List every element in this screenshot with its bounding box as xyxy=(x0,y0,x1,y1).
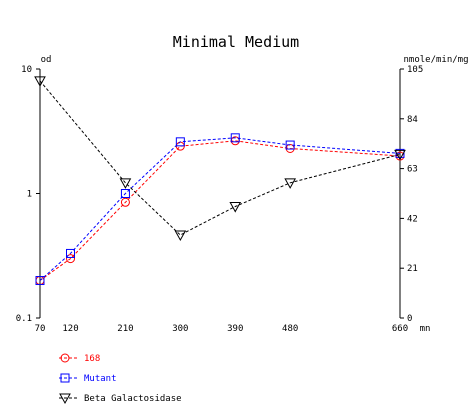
series-line xyxy=(39,137,401,281)
data-point-triangle xyxy=(34,76,46,87)
left-tick-label: 10 xyxy=(21,65,32,75)
series-2 xyxy=(35,133,405,286)
legend: 168 Mutant Beta Galactosidase xyxy=(59,353,182,405)
data-point-triangle xyxy=(59,393,71,405)
left-axis-ticks: 10 1 0.1 xyxy=(16,65,40,324)
data-point-square xyxy=(66,248,76,258)
x-axis-ticks: 70 120 210 300 390 480 660 xyxy=(35,324,409,334)
data-point-triangle xyxy=(394,149,406,161)
x-tick-label: 300 xyxy=(172,324,188,334)
x-tick-label: 210 xyxy=(117,324,133,334)
right-tick-label: 84 xyxy=(407,115,418,125)
x-tick-label: 390 xyxy=(227,324,243,334)
data-point-square xyxy=(120,189,130,198)
data-point-square xyxy=(395,148,405,158)
x-tick-label: 120 xyxy=(62,324,78,334)
legend-label: Beta Galactosidase xyxy=(84,394,182,404)
data-point-square xyxy=(60,373,70,383)
right-tick-label: 0 xyxy=(407,314,412,324)
legend-label: Mutant xyxy=(84,374,117,384)
series-1 xyxy=(35,136,405,286)
right-tick-label: 105 xyxy=(407,65,423,75)
left-axis-label: od xyxy=(41,55,52,65)
right-tick-label: 63 xyxy=(407,165,418,175)
data-point-square xyxy=(175,137,185,147)
chart-title: Minimal Medium xyxy=(173,33,299,51)
data-point-square xyxy=(230,133,240,143)
data-point-square xyxy=(285,140,295,150)
data-point-circle xyxy=(60,353,70,363)
series-layer xyxy=(34,76,406,286)
x-tick-label: 480 xyxy=(282,324,298,334)
right-tick-label: 42 xyxy=(407,214,418,224)
data-point-triangle xyxy=(229,202,242,213)
series-line xyxy=(39,80,401,236)
x-tick-label: 70 xyxy=(35,324,46,334)
right-axis-label: nmole/min/mg xyxy=(403,55,468,65)
data-point-square xyxy=(35,276,45,286)
legend-label: 168 xyxy=(84,354,100,364)
x-axis-unit: mn xyxy=(420,324,431,334)
data-point-circle xyxy=(120,197,130,207)
left-tick-label: 1 xyxy=(27,190,32,200)
series-3 xyxy=(34,76,406,242)
right-axis-ticks: 105 84 63 42 21 0 xyxy=(400,65,423,324)
data-point-circle xyxy=(66,254,76,264)
series-line xyxy=(39,140,401,281)
x-tick-label: 660 xyxy=(392,324,408,334)
data-point-triangle xyxy=(119,178,132,189)
right-tick-label: 21 xyxy=(407,264,418,274)
data-point-triangle xyxy=(174,230,187,242)
left-tick-label: 0.1 xyxy=(16,314,32,324)
data-point-triangle xyxy=(284,178,297,189)
